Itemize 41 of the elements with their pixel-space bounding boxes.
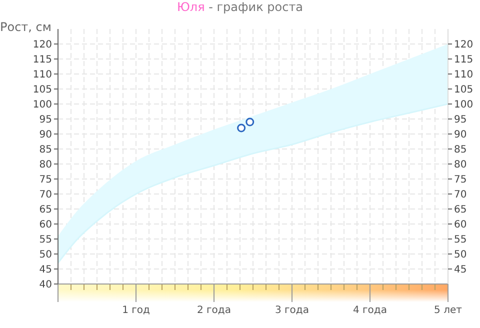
y2-tick-label: 120 [454,40,474,51]
y2-tick-label: 75 [454,174,467,186]
y-tick-label: 80 [39,160,52,171]
y2-tick-label: 110 [454,70,474,81]
y-tick-label: 65 [39,204,52,216]
y-tick-label: 95 [39,114,52,126]
y-tick-label: 115 [32,54,52,66]
x-tick-label: 4 года [353,305,387,316]
x-tick-label: 1 год [122,305,150,316]
y2-tick-label: 60 [454,220,467,231]
y-tick-label: 70 [39,190,52,201]
y2-tick-label: 55 [454,234,467,246]
y-tick-label: 120 [32,40,52,51]
chart-title: Юля [176,0,205,14]
y-tick-label: 50 [39,250,52,261]
y-tick-label: 45 [39,264,52,276]
chart-subtitle: - график роста [208,0,304,14]
y2-tick-label: 50 [454,250,467,261]
y-tick-label: 90 [39,130,52,141]
y-axis-title: Рост, см [0,20,52,34]
y-tick-label: 100 [32,100,52,111]
y2-tick-label: 80 [454,160,467,171]
y-tick-label: 85 [39,144,52,156]
y2-tick-label: 45 [454,264,467,276]
y2-tick-label: 90 [454,130,467,141]
y-tick-label: 110 [32,70,52,81]
y2-tick-label: 105 [454,84,474,96]
y-tick-label: 40 [39,280,52,291]
y2-tick-label: 65 [454,204,467,216]
y2-tick-label: 70 [454,190,467,201]
x-tick-label: 3 года [275,305,309,316]
y-tick-label: 60 [39,220,52,231]
y-tick-label: 105 [32,84,52,96]
y2-tick-label: 100 [454,100,474,111]
y-tick-label: 75 [39,174,52,186]
y-tick-label: 55 [39,234,52,246]
y2-tick-label: 95 [454,114,467,126]
y2-tick-label: 115 [454,54,474,66]
x-tick-label: 5 лет [434,305,462,316]
x-tick-label: 2 года [197,305,231,316]
y2-tick-label: 85 [454,144,467,156]
